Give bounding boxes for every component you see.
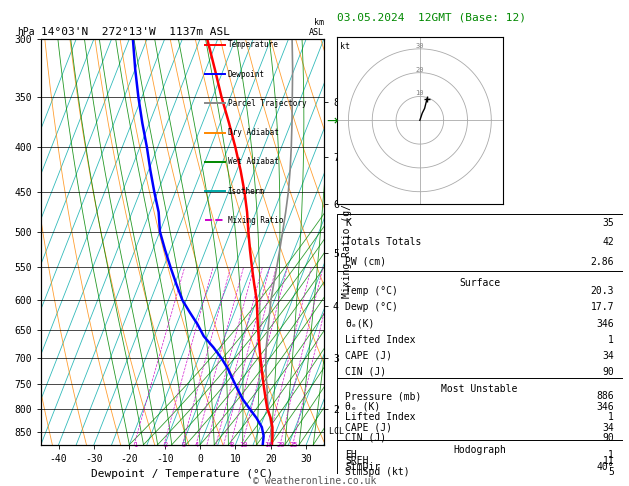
Text: SREH: SREH — [345, 456, 369, 466]
Text: © weatheronline.co.uk: © weatheronline.co.uk — [253, 476, 376, 486]
Text: 1: 1 — [608, 334, 614, 345]
Text: 1: 1 — [608, 450, 614, 460]
Text: km
ASL: km ASL — [309, 18, 324, 37]
Text: hPa: hPa — [17, 27, 35, 37]
Text: 10: 10 — [239, 442, 248, 448]
Text: θₑ (K): θₑ (K) — [345, 402, 381, 412]
Text: Dewp (°C): Dewp (°C) — [345, 302, 398, 312]
Text: CAPE (J): CAPE (J) — [345, 422, 392, 433]
Text: CIN (J): CIN (J) — [345, 433, 386, 443]
Text: 35: 35 — [603, 218, 614, 228]
Text: 17.7: 17.7 — [591, 302, 614, 312]
Text: 1: 1 — [133, 442, 138, 448]
Text: 886: 886 — [596, 391, 614, 401]
Text: 16: 16 — [264, 442, 273, 448]
Text: θₑ(K): θₑ(K) — [345, 318, 374, 329]
Text: Totals Totals: Totals Totals — [345, 238, 421, 247]
Text: 3: 3 — [182, 442, 186, 448]
Text: 30: 30 — [416, 43, 424, 49]
Text: Pressure (mb): Pressure (mb) — [345, 391, 421, 401]
Text: 4: 4 — [195, 442, 199, 448]
Text: StmSpd (kt): StmSpd (kt) — [345, 468, 409, 477]
Text: CIN (J): CIN (J) — [345, 366, 386, 377]
Text: Lifted Index: Lifted Index — [345, 334, 416, 345]
Text: Temp (°C): Temp (°C) — [345, 286, 398, 296]
Text: LCL: LCL — [324, 427, 344, 436]
Text: 11: 11 — [603, 456, 614, 466]
Text: kt: kt — [340, 42, 350, 51]
Text: Mixing Ratio: Mixing Ratio — [228, 216, 283, 225]
Text: K: K — [345, 218, 351, 228]
Text: Parcel Trajectory: Parcel Trajectory — [228, 99, 306, 108]
Text: 34: 34 — [603, 350, 614, 361]
Text: StmDir: StmDir — [345, 462, 381, 471]
Text: →: → — [326, 115, 338, 128]
Text: Surface: Surface — [459, 278, 500, 288]
Text: Wet Adiabat: Wet Adiabat — [228, 157, 279, 166]
Text: 42: 42 — [603, 238, 614, 247]
Text: Dewpoint: Dewpoint — [228, 69, 265, 79]
Text: 40°: 40° — [596, 462, 614, 471]
Text: 10: 10 — [416, 90, 424, 97]
Text: 2.86: 2.86 — [591, 257, 614, 266]
Text: 1: 1 — [608, 412, 614, 422]
Text: PW (cm): PW (cm) — [345, 257, 386, 266]
Text: Hodograph: Hodograph — [453, 445, 506, 455]
Text: 20: 20 — [416, 67, 424, 73]
Text: 25: 25 — [289, 442, 298, 448]
Text: Lifted Index: Lifted Index — [345, 412, 416, 422]
Text: 20: 20 — [277, 442, 286, 448]
Text: 34: 34 — [603, 422, 614, 433]
X-axis label: Dewpoint / Temperature (°C): Dewpoint / Temperature (°C) — [91, 469, 274, 479]
Text: 20.3: 20.3 — [591, 286, 614, 296]
Text: 5: 5 — [608, 468, 614, 477]
Text: 90: 90 — [603, 433, 614, 443]
Text: Dry Adiabat: Dry Adiabat — [228, 128, 279, 137]
Text: CAPE (J): CAPE (J) — [345, 350, 392, 361]
Text: Isotherm: Isotherm — [228, 187, 265, 195]
Text: 14°03'N  272°13'W  1137m ASL: 14°03'N 272°13'W 1137m ASL — [41, 27, 230, 37]
Text: EH: EH — [345, 450, 357, 460]
Text: 346: 346 — [596, 402, 614, 412]
Text: 346: 346 — [596, 318, 614, 329]
Text: Most Unstable: Most Unstable — [442, 384, 518, 394]
Text: 8: 8 — [230, 442, 234, 448]
Text: 90: 90 — [603, 366, 614, 377]
Y-axis label: Mixing Ratio (g/kg): Mixing Ratio (g/kg) — [342, 186, 352, 297]
Text: 03.05.2024  12GMT (Base: 12): 03.05.2024 12GMT (Base: 12) — [337, 12, 525, 22]
Text: 2: 2 — [163, 442, 167, 448]
Text: Temperature: Temperature — [228, 40, 279, 50]
